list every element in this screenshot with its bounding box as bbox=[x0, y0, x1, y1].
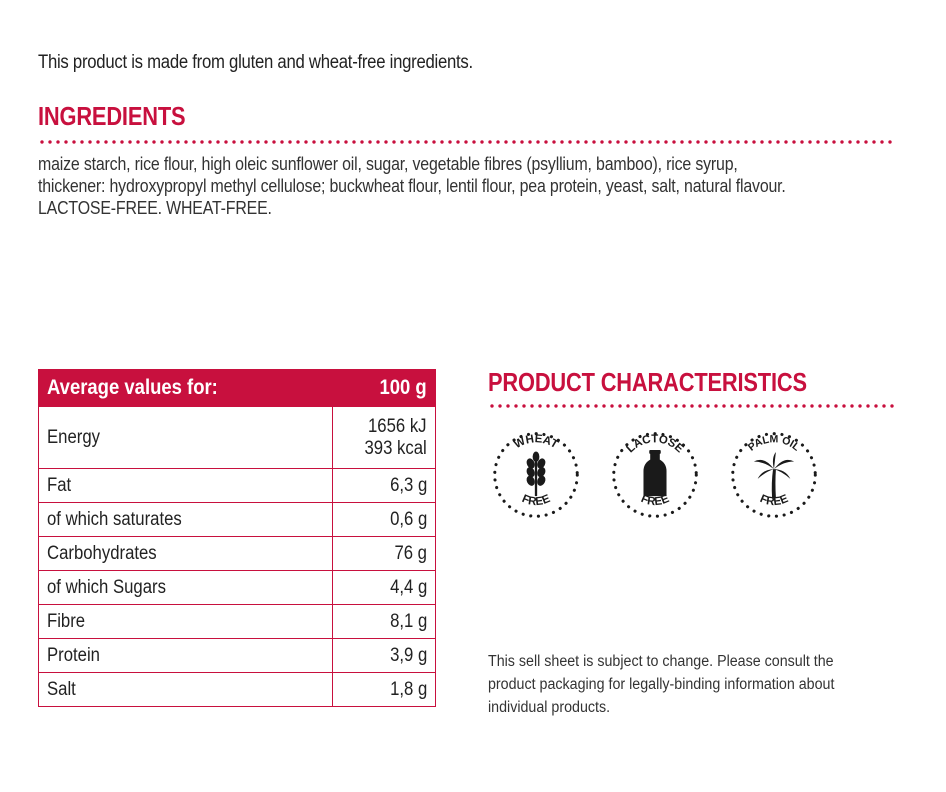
svg-text:FREE: FREE bbox=[520, 493, 552, 508]
table-row: Fibre 8,1 g bbox=[38, 604, 436, 639]
lactose-free-badge: LACTOSE FREE bbox=[612, 432, 698, 518]
table-row: Fat 6,3 g bbox=[38, 468, 436, 503]
intro-text: This product is made from gluten and whe… bbox=[38, 52, 473, 73]
nutrient-value: 4,4 g bbox=[332, 570, 436, 605]
energy-label: Energy bbox=[38, 406, 333, 469]
table-row: Carbohydrates 76 g bbox=[38, 536, 436, 571]
palm-oil-free-badge: PALM OIL FREE bbox=[731, 432, 817, 518]
svg-text:FREE: FREE bbox=[758, 493, 790, 508]
nutrient-label: Fibre bbox=[38, 604, 333, 639]
disclaimer-text: This sell sheet is subject to change. Pl… bbox=[488, 653, 835, 716]
nutrition-header-label: Average values for: bbox=[38, 369, 333, 407]
nutrient-value: 8,1 g bbox=[332, 604, 436, 639]
table-row: of which Sugars 4,4 g bbox=[38, 570, 436, 605]
nutrient-value: 0,6 g bbox=[332, 502, 436, 537]
nutrient-label: Protein bbox=[38, 638, 333, 673]
milk-bottle-icon bbox=[643, 450, 667, 497]
ingredients-title: INGREDIENTS bbox=[38, 101, 186, 131]
nutrient-value: 3,9 g bbox=[332, 638, 436, 673]
characteristics-divider bbox=[488, 403, 896, 409]
nutrient-label: of which Sugars bbox=[38, 570, 333, 605]
nutrient-label: Salt bbox=[38, 672, 333, 707]
nutrition-header-row: Average values for: 100 g bbox=[38, 369, 436, 407]
nutrient-value: 76 g bbox=[332, 536, 436, 571]
nutrition-table: Average values for: 100 g Energy 1656 kJ… bbox=[38, 369, 436, 707]
table-row: Salt 1,8 g bbox=[38, 672, 436, 707]
wheat-free-badge: WHEAT FREE bbox=[493, 432, 579, 518]
nutrient-label: Fat bbox=[38, 468, 333, 503]
palm-tree-icon bbox=[753, 451, 795, 499]
table-row: of which saturates 0,6 g bbox=[38, 502, 436, 537]
wheat-icon bbox=[526, 451, 546, 497]
ingredients-line: maize starch, rice flour, high oleic sun… bbox=[38, 153, 738, 174]
nutrient-value: 6,3 g bbox=[332, 468, 436, 503]
ingredients-line: LACTOSE-FREE. WHEAT-FREE. bbox=[38, 197, 272, 218]
nutrient-value: 1,8 g bbox=[332, 672, 436, 707]
svg-text:PALM OIL: PALM OIL bbox=[746, 433, 803, 454]
ingredients-line: thickener: hydroxypropyl methyl cellulos… bbox=[38, 175, 786, 196]
nutrient-label: of which saturates bbox=[38, 502, 333, 537]
characteristics-title: PRODUCT CHARACTERISTICS bbox=[488, 367, 807, 397]
ingredients-divider bbox=[38, 139, 894, 145]
ingredients-list: maize starch, rice flour, high oleic sun… bbox=[38, 153, 915, 219]
energy-value: 1656 kJ 393 kcal bbox=[332, 406, 436, 469]
table-row: Energy 1656 kJ 393 kcal bbox=[38, 406, 436, 469]
table-row: Protein 3,9 g bbox=[38, 638, 436, 673]
svg-text:FREE: FREE bbox=[639, 493, 671, 508]
nutrient-label: Carbohydrates bbox=[38, 536, 333, 571]
svg-text:WHEAT: WHEAT bbox=[512, 433, 560, 451]
nutrition-header-value: 100 g bbox=[332, 369, 436, 407]
